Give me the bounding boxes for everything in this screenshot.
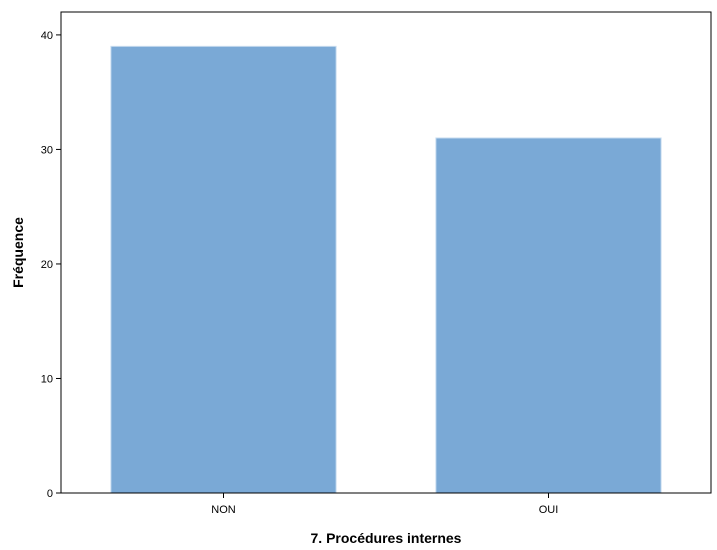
y-tick-label: 10 bbox=[41, 373, 53, 385]
y-axis-ticks: 0 10 20 30 40 bbox=[41, 30, 61, 500]
y-tick-label: 40 bbox=[41, 30, 53, 42]
y-axis-title: Fréquence bbox=[10, 217, 26, 288]
bar-non bbox=[110, 45, 337, 494]
y-tick-label: 20 bbox=[41, 259, 53, 271]
y-tick-label: 30 bbox=[41, 144, 53, 156]
plot-frame bbox=[60, 11, 712, 494]
x-tick-label: NON bbox=[211, 504, 236, 516]
x-tick-label: OUI bbox=[539, 504, 559, 516]
y-tick-label: 0 bbox=[47, 488, 53, 500]
x-axis-ticks: NON OUI bbox=[211, 493, 558, 516]
bar-oui bbox=[435, 137, 662, 494]
bars-group bbox=[110, 45, 662, 494]
x-axis-title: 7. Procédures internes bbox=[311, 530, 462, 546]
